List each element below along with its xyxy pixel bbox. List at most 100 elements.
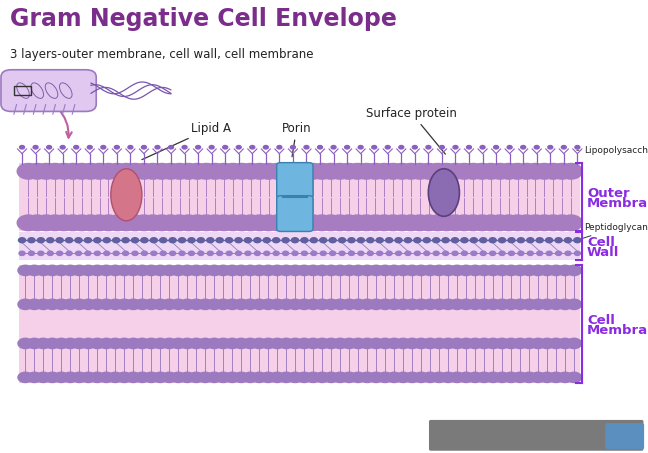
Circle shape [108,338,122,348]
Circle shape [364,164,386,179]
Circle shape [75,238,82,243]
Circle shape [235,238,242,243]
Circle shape [459,372,474,382]
Circle shape [486,338,500,348]
Circle shape [135,372,150,382]
Circle shape [499,251,505,255]
Circle shape [141,251,148,255]
Circle shape [216,338,231,348]
Circle shape [302,215,324,231]
Circle shape [240,164,262,179]
Circle shape [494,372,509,382]
Circle shape [531,299,546,309]
Circle shape [531,265,546,275]
Circle shape [133,164,156,179]
Circle shape [101,145,106,149]
Circle shape [225,338,240,348]
Circle shape [549,299,564,309]
Circle shape [367,251,373,255]
Circle shape [198,299,213,309]
Circle shape [117,299,132,309]
Circle shape [207,299,222,309]
Circle shape [549,265,564,275]
Circle shape [376,251,383,255]
Circle shape [540,265,555,275]
Circle shape [117,372,132,382]
Circle shape [486,265,500,275]
Circle shape [216,372,231,382]
Circle shape [441,265,456,275]
Circle shape [378,299,393,309]
FancyBboxPatch shape [429,420,643,451]
Circle shape [489,238,496,243]
Circle shape [18,338,32,348]
Circle shape [358,251,364,255]
Circle shape [108,372,122,382]
Circle shape [369,299,384,309]
Circle shape [186,215,209,231]
Circle shape [386,145,390,149]
Circle shape [378,372,393,382]
Circle shape [341,299,356,309]
Circle shape [150,215,173,231]
Circle shape [189,372,203,382]
Circle shape [333,265,347,275]
Circle shape [306,338,321,348]
Circle shape [207,338,222,348]
Circle shape [498,215,520,231]
Circle shape [471,251,477,255]
Circle shape [17,215,40,231]
Circle shape [290,145,295,149]
Circle shape [97,215,120,231]
Circle shape [494,265,509,275]
Circle shape [115,215,137,231]
Circle shape [195,164,218,179]
Circle shape [56,238,64,243]
Circle shape [99,299,113,309]
Circle shape [534,145,539,149]
Circle shape [422,299,437,309]
Circle shape [409,215,431,231]
Circle shape [90,265,105,275]
Circle shape [561,145,566,149]
Circle shape [189,251,194,255]
Circle shape [531,372,546,382]
Circle shape [450,299,465,309]
Circle shape [35,215,58,231]
Circle shape [489,215,511,231]
Circle shape [71,164,93,179]
Ellipse shape [428,169,459,217]
Circle shape [243,299,258,309]
Circle shape [275,215,297,231]
Circle shape [178,238,185,243]
Circle shape [279,338,294,348]
Circle shape [376,238,383,243]
Circle shape [470,238,478,243]
Circle shape [367,238,374,243]
Circle shape [36,299,51,309]
Circle shape [315,299,330,309]
Circle shape [284,164,307,179]
Circle shape [207,251,213,255]
Circle shape [106,215,128,231]
Circle shape [45,265,60,275]
Circle shape [29,251,34,255]
Circle shape [386,251,392,255]
Circle shape [18,238,26,243]
Circle shape [243,338,258,348]
Circle shape [400,215,422,231]
Circle shape [213,215,235,231]
Circle shape [426,215,449,231]
Circle shape [27,338,41,348]
Circle shape [537,251,543,255]
Circle shape [426,164,449,179]
Circle shape [90,372,105,382]
Circle shape [507,215,529,231]
Circle shape [311,164,333,179]
Circle shape [273,251,279,255]
Circle shape [306,265,321,275]
Circle shape [422,372,437,382]
Circle shape [524,215,547,231]
Circle shape [115,145,119,149]
Circle shape [524,164,547,179]
